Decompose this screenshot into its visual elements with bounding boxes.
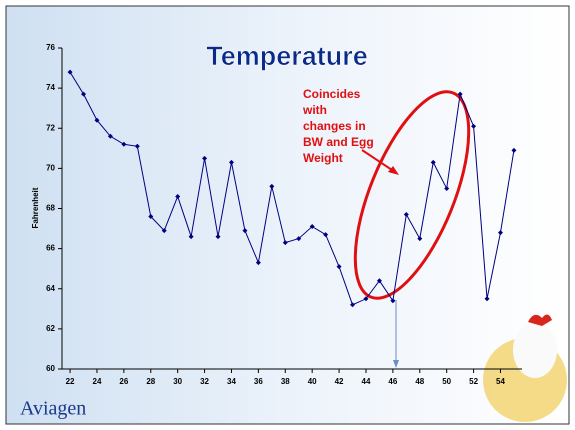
point [215,234,221,240]
x-tick-label: 54 [496,377,505,386]
x-tick-label: 38 [281,377,290,386]
x-tick-label: 52 [469,377,478,386]
point [457,91,463,97]
point [403,212,409,218]
point [161,228,167,234]
y-tick-label: 62 [46,324,55,333]
arrowhead [388,166,399,175]
point [350,302,356,308]
point [363,296,369,302]
point [228,159,234,165]
annotation-line: Weight [303,151,343,165]
y-tick-label: 64 [46,284,55,293]
point [484,296,490,302]
logo: Aviagen [20,398,86,420]
hen-art [513,322,557,378]
y-tick-label: 60 [46,364,55,373]
point [134,143,140,149]
y-tick-label: 74 [46,83,55,92]
annotation-line: with [302,103,327,117]
point [471,123,477,129]
x-tick-label: 28 [146,377,155,386]
x-tick-label: 22 [66,377,75,386]
point [497,230,503,236]
title: Temperature [206,41,368,71]
annotation-line: BW and Egg [303,135,374,149]
x-tick-label: 48 [415,377,424,386]
point [309,224,315,230]
x-tick-label: 46 [388,377,397,386]
point [417,236,423,242]
annotation-line: changes in [303,119,366,133]
y-tick-label: 68 [46,204,55,213]
y-tick-label: 66 [46,244,55,253]
comb-art [528,314,552,326]
point [81,91,87,97]
x-tick-label: 34 [227,377,236,386]
point [444,185,450,191]
point [282,240,288,246]
x-tick-label: 24 [93,377,102,386]
y-tick-label: 72 [46,123,55,132]
annotation-line: Coincides [303,87,361,101]
x-tick-label: 42 [335,377,344,386]
point [255,260,261,266]
point [296,236,302,242]
point [376,278,382,284]
x-tick-label: 44 [362,377,371,386]
y-tick-label: 76 [46,43,55,52]
point [323,232,329,238]
point [511,147,517,153]
point [430,159,436,165]
x-tick-label: 32 [200,377,209,386]
point [390,298,396,304]
annotation: Coincides with changes in BW and Egg Weight [302,87,374,165]
point [202,155,208,161]
point [269,183,275,189]
x-tick-label: 40 [308,377,317,386]
y-axis-label: Fahrenheit [31,187,40,228]
point [336,264,342,270]
series-line [69,71,515,306]
background [5,5,570,425]
x-tick-label: 30 [173,377,182,386]
decoration [483,314,567,422]
point [67,69,73,75]
point [242,228,248,234]
point [148,214,154,220]
point [121,141,127,147]
y-tick-label: 70 [46,163,55,172]
marker-arrowhead [393,360,399,368]
x-tick-label: 50 [442,377,451,386]
highlight-ellipse [353,90,471,300]
x-tick-label: 26 [119,377,128,386]
x-tick-label: 36 [254,377,263,386]
point [175,193,181,199]
point [94,117,100,123]
annotation-arrow [361,149,396,173]
point [107,133,113,139]
point [188,234,194,240]
